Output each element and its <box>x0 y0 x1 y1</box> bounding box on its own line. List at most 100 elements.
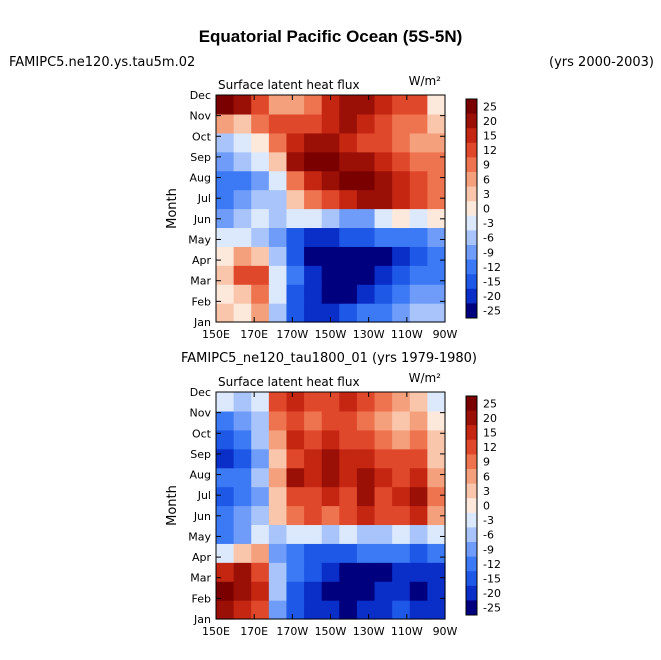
heatmap-cell <box>251 392 270 412</box>
y-tick-label: Feb <box>192 592 211 605</box>
heatmap-cell <box>321 246 340 266</box>
colorbar-label: -3 <box>483 217 494 230</box>
heatmap-cell <box>356 600 376 620</box>
heatmap-cell <box>233 113 252 134</box>
heatmap-cell <box>251 486 270 507</box>
heatmap-cell <box>427 113 446 134</box>
heatmap-cell <box>251 113 270 134</box>
heatmap-cell <box>427 246 446 266</box>
heatmap-cell <box>356 429 376 450</box>
colorbar-label: 12 <box>483 441 497 454</box>
heatmap-cell <box>427 581 446 601</box>
heatmap-cell <box>374 284 393 304</box>
colorbar-swatch <box>466 512 477 528</box>
heatmap-cell <box>216 505 235 526</box>
heatmap-cell <box>356 581 376 601</box>
heatmap-cell <box>339 486 358 507</box>
heatmap-cell <box>216 170 235 191</box>
heatmap-cell <box>392 600 411 620</box>
heatmap-cell <box>268 132 288 153</box>
heatmap-cell <box>304 189 323 210</box>
heatmap-cell <box>374 265 393 285</box>
heatmap-cell <box>356 392 376 412</box>
heatmap-cell <box>268 95 288 115</box>
heatmap-cell <box>427 562 446 582</box>
heatmap-cell <box>304 486 323 507</box>
heatmap-cell <box>216 600 235 620</box>
heatmap-cell <box>392 581 411 601</box>
heatmap-cell <box>427 392 446 412</box>
colorbar-label: 6 <box>483 470 490 483</box>
heatmap-cell <box>339 392 358 412</box>
heatmap-cell <box>321 486 340 507</box>
colorbar-swatch <box>466 556 477 572</box>
y-tick-label: Sep <box>190 151 211 164</box>
heatmap-cell <box>216 448 235 469</box>
heatmap-cell <box>216 95 235 115</box>
heatmap-cell <box>321 543 340 563</box>
heatmap-cell <box>356 246 376 266</box>
heatmap-cell <box>427 410 446 431</box>
heatmap-cell <box>216 543 235 563</box>
heatmap-cell <box>339 246 358 266</box>
heatmap-cell <box>427 543 446 563</box>
colorbar-frame <box>465 395 478 616</box>
heatmap-cell <box>427 600 446 620</box>
heatmap-cell <box>233 132 252 153</box>
heatmap-cell <box>392 543 411 563</box>
heatmap-cell <box>409 467 428 488</box>
heatmap-cell <box>392 208 411 229</box>
y-tick-label: Dec <box>190 89 211 102</box>
heatmap-cell <box>304 95 323 115</box>
heatmap-cell <box>321 524 340 544</box>
colorbar-label: -20 <box>483 587 501 600</box>
heatmap-cell <box>392 170 411 191</box>
heatmap-cell <box>409 151 428 172</box>
y-tick-label: Apr <box>192 551 212 564</box>
x-tick-label: 150W <box>315 625 347 638</box>
heatmap-cell <box>356 448 376 469</box>
heatmap-cell <box>233 227 252 247</box>
heatmap-cell <box>304 113 323 134</box>
heatmap-cell <box>251 246 270 266</box>
colorbar-label: -6 <box>483 232 494 245</box>
heatmap-cell <box>216 524 235 544</box>
x-tick-label: 130W <box>353 625 385 638</box>
heatmap-cell <box>233 246 252 266</box>
heatmap-cell <box>374 113 393 134</box>
colorbar-label: -25 <box>483 602 501 615</box>
heatmap-cell <box>356 410 376 431</box>
panel-title: Surface latent heat flux <box>218 78 360 92</box>
heatmap-cell <box>427 524 446 544</box>
colorbar-swatch <box>466 439 477 455</box>
colorbar-swatch <box>466 396 477 411</box>
heatmap-cell <box>374 227 393 247</box>
heatmap-cell <box>268 410 288 431</box>
top-panel-years-label: (yrs 2000-2003) <box>549 55 654 70</box>
heatmap-cell <box>321 189 340 210</box>
heatmap-cell <box>427 505 446 526</box>
heatmap-cell <box>321 227 340 247</box>
heatmap-cell <box>304 467 323 488</box>
colorbar-label: 9 <box>483 159 490 172</box>
heatmap-cell <box>304 581 323 601</box>
heatmap-cell <box>356 467 376 488</box>
heatmap-cell <box>251 429 270 450</box>
x-tick-label: 170E <box>240 625 268 638</box>
x-tick-label: 170W <box>276 328 308 341</box>
colorbar-swatch <box>466 600 477 616</box>
x-tick-label: 110W <box>391 625 423 638</box>
heatmap-cell <box>286 429 305 450</box>
heatmap-cell <box>233 392 252 412</box>
heatmap-cell <box>321 562 340 582</box>
heatmap-cell <box>251 562 270 582</box>
heatmap-cell <box>304 562 323 582</box>
heatmap-cell <box>216 392 235 412</box>
heatmap-cell <box>304 284 323 304</box>
heatmap-cell <box>392 189 411 210</box>
heatmap-cell <box>321 600 340 620</box>
heatmap-cell <box>374 208 393 229</box>
heatmap-cell <box>392 505 411 526</box>
heatmap-cell <box>216 284 235 304</box>
heatmap-cell <box>233 467 252 488</box>
